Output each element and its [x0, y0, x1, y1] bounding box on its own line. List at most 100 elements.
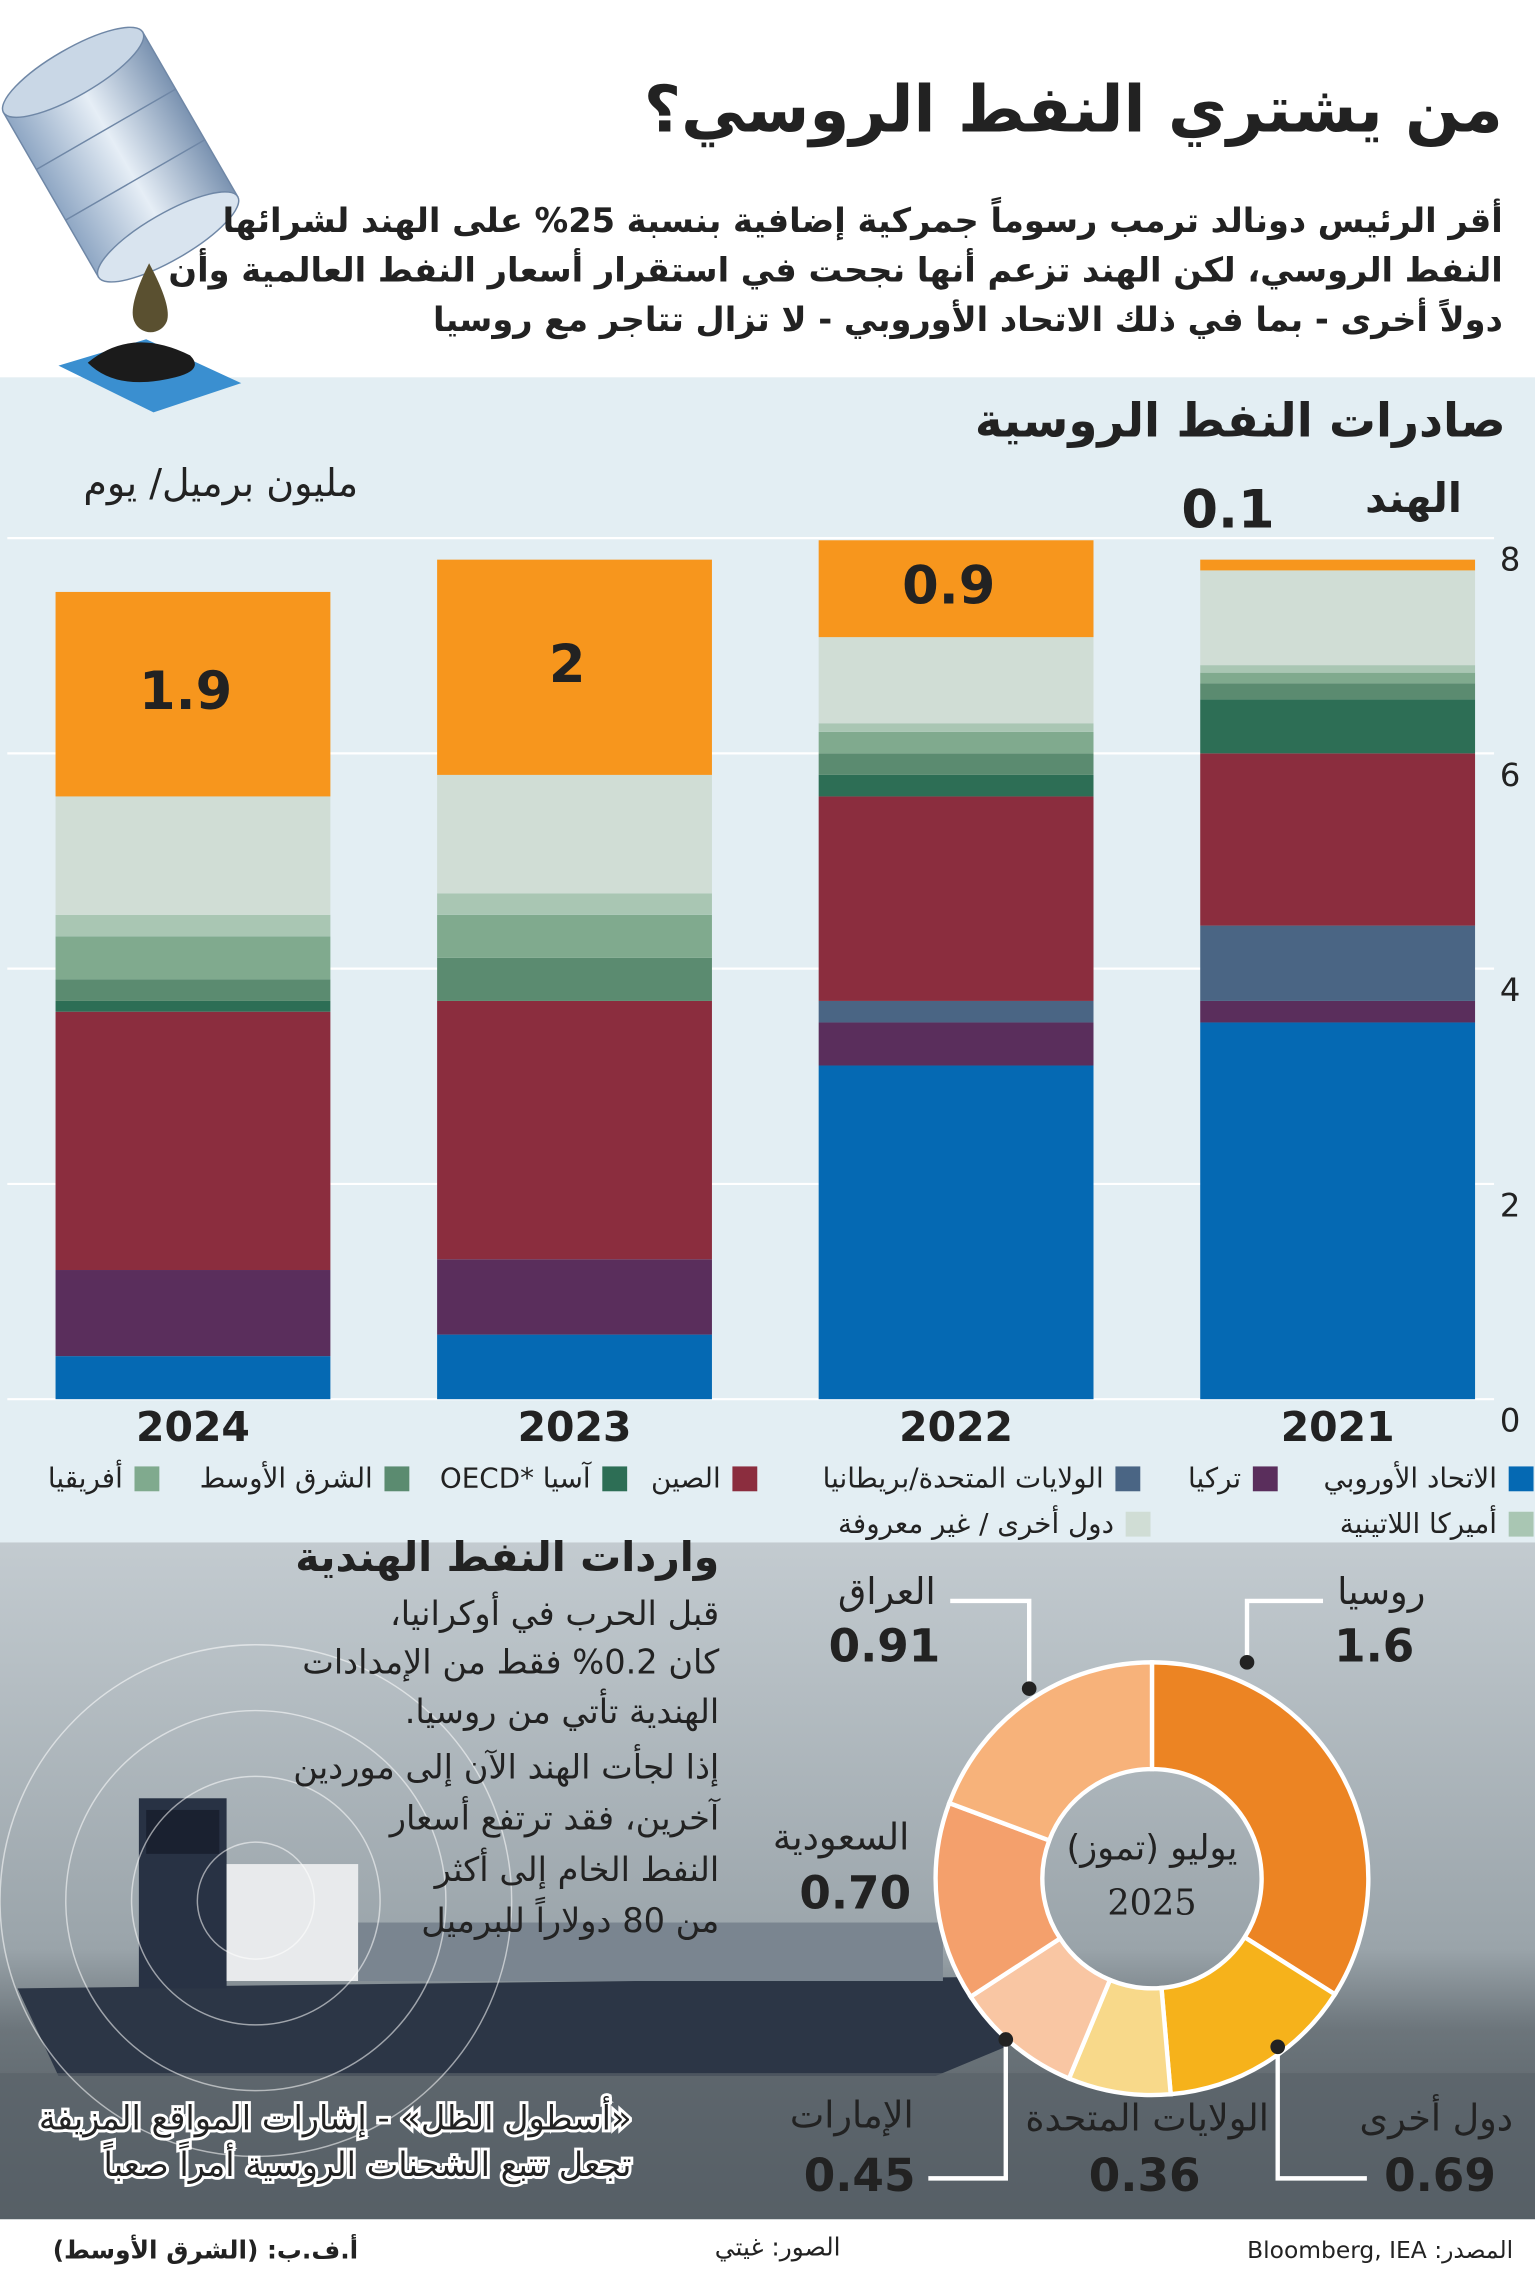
- legend-label: آسيا *OECD: [440, 1462, 592, 1495]
- center-label: يوليو (تموز): [1067, 1827, 1238, 1868]
- slice-name: السعودية: [773, 1816, 909, 1859]
- bar-segment: [1200, 699, 1476, 754]
- y-tick-label: 6: [1500, 756, 1520, 794]
- y-tick-label: 0: [1500, 1402, 1520, 1440]
- description-line: إذا لجأت الهند الآن إلى موردين: [293, 1744, 719, 1788]
- donut-slice: [946, 1660, 1155, 1844]
- description-line: من 80 دولاراً للبرميل: [421, 1897, 719, 1941]
- bar-segment: [1200, 683, 1476, 700]
- legend-swatch: [1508, 1466, 1534, 1492]
- bar-segment: [1200, 1000, 1476, 1023]
- bar-segment: [55, 591, 331, 797]
- radar-rings: [0, 1644, 513, 2158]
- leader-dot: [1021, 1681, 1037, 1696]
- bar-segment: [1200, 559, 1476, 571]
- y-tick-label: 2: [1500, 1186, 1520, 1224]
- donut-slice: [1159, 1934, 1338, 2097]
- bar-segment: [1200, 570, 1476, 666]
- slice-name: دول أخرى: [1360, 2093, 1514, 2139]
- bar-segment: [1200, 1022, 1476, 1400]
- photo-caption: «أسطول الظل» - إشارات المواقع المزيفة: [39, 2095, 632, 2138]
- leader-line: [1244, 1598, 1324, 1663]
- data-label: 1.9: [139, 661, 232, 722]
- slice-value: 0.91: [829, 1620, 941, 1673]
- slice-value: 0.45: [804, 2149, 916, 2202]
- bar-segment: [55, 1270, 331, 1357]
- slice-name: روسيا: [1337, 1570, 1425, 1613]
- bar-segment: [818, 1065, 1094, 1400]
- footer-bg: [0, 2219, 1535, 2294]
- title: من يشتري النفط الروسي؟: [644, 73, 1503, 148]
- slice-value: 0.70: [799, 1867, 911, 1920]
- subtitle-line: دولاً أخرى - بما في ذلك الاتحاد الأوروبي…: [433, 297, 1503, 340]
- x-tick-label: 2024: [136, 1403, 250, 1451]
- data-label: 0.1: [1181, 480, 1274, 541]
- subtitle-line: أقر الرئيس دونالد ترمب رسوماً جمركية إضا…: [223, 196, 1503, 240]
- bar-segment: [818, 723, 1094, 732]
- barrel-icon: [1, 26, 242, 413]
- bar-segment: [55, 914, 331, 937]
- bar-segment: [55, 1356, 331, 1400]
- legend-label: الصين: [651, 1462, 721, 1495]
- credit: أ.ف.ب: (الشرق الأوسط): [53, 2233, 358, 2265]
- bar-segment: [818, 753, 1094, 775]
- legend-swatch: [134, 1466, 160, 1492]
- slice-value: 1.6: [1334, 1620, 1414, 1673]
- chart-title: صادرات النفط الروسية: [975, 395, 1506, 449]
- bar-segment: [55, 796, 331, 915]
- data-label: 0.9: [902, 555, 995, 616]
- legend-label: أميركا اللاتينية: [1340, 1504, 1497, 1540]
- x-tick-label: 2021: [1281, 1403, 1395, 1451]
- bar-segment: [55, 979, 331, 1001]
- legend-swatch: [1115, 1466, 1141, 1492]
- bar-segment: [55, 1000, 331, 1012]
- legend-label: الشرق الأوسط: [200, 1460, 373, 1495]
- description-line: آخرين، فقد ترتفع أسعار: [388, 1796, 721, 1839]
- donut-slice: [1149, 1660, 1371, 1998]
- bar-segment: [437, 957, 712, 1001]
- bar-segment: [1200, 753, 1476, 926]
- leader-line: [928, 2039, 1008, 2181]
- bar-segment: [818, 1022, 1094, 1066]
- legend-swatch: [602, 1466, 628, 1492]
- header-bg: [0, 0, 1535, 378]
- description-line: الهندية تأتي من روسيا.: [405, 1688, 720, 1732]
- description-line: قبل الحرب في أوكرانيا،: [390, 1591, 719, 1634]
- slice-value: 0.69: [1384, 2149, 1496, 2202]
- bar-segment: [1200, 925, 1476, 1001]
- series-label: الهند: [1365, 474, 1462, 522]
- legend-label: تركيا: [1188, 1462, 1241, 1495]
- bar-segment: [437, 559, 712, 775]
- x-tick-label: 2022: [899, 1403, 1013, 1451]
- bar-segment: [818, 540, 1094, 638]
- leader-dot: [1270, 2039, 1286, 2055]
- slice-name: الإمارات: [790, 2093, 914, 2136]
- leader-line: [1275, 2046, 1367, 2181]
- bar-segment: [437, 774, 712, 894]
- center-label: 2025: [1107, 1882, 1196, 1923]
- legend-swatch: [1252, 1466, 1278, 1492]
- photo-credit: الصور: غيتي: [715, 2233, 841, 2262]
- bar-segment: [437, 1259, 712, 1335]
- legend-label: دول أخرى / غير معروفة: [838, 1504, 1114, 1540]
- bar-segment: [818, 774, 1094, 797]
- source: المصدر: Bloomberg, IEA: [1247, 2236, 1513, 2264]
- y-axis-label: مليون برميل/ يوم: [83, 461, 358, 506]
- leader-dot: [1239, 1655, 1255, 1670]
- donut-slice: [933, 1800, 1064, 2000]
- bar-segment: [1200, 665, 1476, 673]
- slice-value: 0.36: [1089, 2149, 1201, 2202]
- bar-segment: [437, 1000, 712, 1260]
- bar-segment: [437, 914, 712, 958]
- leader-dot: [998, 2032, 1014, 2047]
- legend-label: أفريقيا: [48, 1459, 123, 1495]
- y-tick-label: 4: [1500, 971, 1520, 1009]
- x-tick-label: 2023: [518, 1403, 632, 1451]
- bar-segment: [818, 731, 1094, 754]
- bar-segment: [818, 637, 1094, 724]
- description-line: النفط الخام إلى أكثر: [433, 1847, 720, 1890]
- section-title: واردات النفط الهندية: [295, 1533, 719, 1582]
- bar-segment: [818, 796, 1094, 1001]
- photo-caption: تجعل تتبع الشحنات الروسية أمراً صعباً: [103, 2141, 632, 2185]
